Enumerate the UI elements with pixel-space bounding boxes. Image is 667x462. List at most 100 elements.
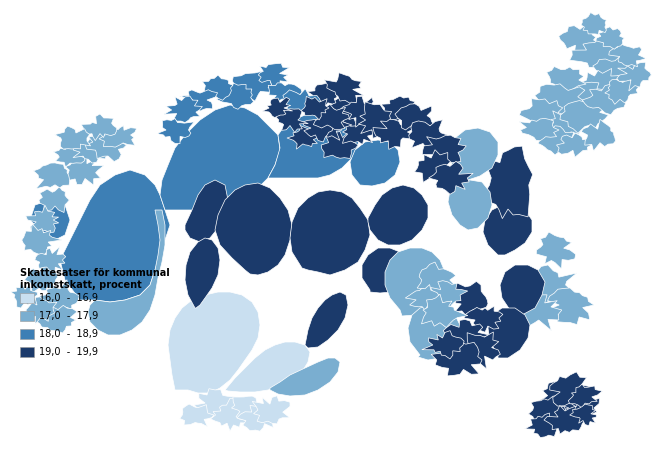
Polygon shape <box>60 170 170 302</box>
Polygon shape <box>215 183 292 275</box>
Polygon shape <box>431 340 482 376</box>
Polygon shape <box>217 83 253 109</box>
Polygon shape <box>232 72 275 101</box>
Polygon shape <box>88 210 165 335</box>
Polygon shape <box>276 109 308 132</box>
Polygon shape <box>237 403 279 431</box>
Polygon shape <box>510 295 562 331</box>
Polygon shape <box>287 126 321 149</box>
Polygon shape <box>73 135 109 163</box>
Bar <box>20 329 34 339</box>
Polygon shape <box>617 62 651 91</box>
Polygon shape <box>570 37 627 74</box>
Polygon shape <box>528 395 566 424</box>
Polygon shape <box>559 24 600 55</box>
Polygon shape <box>381 96 416 122</box>
Polygon shape <box>373 119 417 149</box>
Polygon shape <box>500 265 545 315</box>
Polygon shape <box>460 332 500 369</box>
Polygon shape <box>581 12 606 34</box>
Polygon shape <box>518 265 577 307</box>
Polygon shape <box>550 372 595 407</box>
Polygon shape <box>556 133 592 157</box>
Polygon shape <box>194 389 235 417</box>
Polygon shape <box>11 281 37 308</box>
Polygon shape <box>26 205 59 233</box>
Polygon shape <box>55 126 91 149</box>
Polygon shape <box>290 190 370 275</box>
Polygon shape <box>368 185 428 245</box>
Polygon shape <box>560 98 608 133</box>
Polygon shape <box>270 358 340 396</box>
Polygon shape <box>321 130 358 158</box>
Polygon shape <box>340 96 383 127</box>
Polygon shape <box>452 281 488 315</box>
Polygon shape <box>535 84 585 121</box>
Polygon shape <box>37 280 79 316</box>
Polygon shape <box>225 342 310 392</box>
Polygon shape <box>34 305 77 333</box>
Polygon shape <box>569 68 622 103</box>
Polygon shape <box>409 120 451 150</box>
Polygon shape <box>22 224 62 255</box>
Polygon shape <box>342 118 374 145</box>
Polygon shape <box>164 96 202 122</box>
Polygon shape <box>362 248 408 293</box>
Text: inkomstskatt, procent: inkomstskatt, procent <box>20 280 142 290</box>
Polygon shape <box>422 294 468 328</box>
Polygon shape <box>85 131 127 162</box>
Polygon shape <box>570 404 596 426</box>
Polygon shape <box>268 83 302 103</box>
Polygon shape <box>210 398 251 431</box>
Polygon shape <box>483 146 533 219</box>
Text: 16,0  -  16,9: 16,0 - 16,9 <box>39 293 98 303</box>
Polygon shape <box>30 200 70 240</box>
Polygon shape <box>185 238 220 308</box>
Bar <box>20 311 34 321</box>
Polygon shape <box>422 135 466 164</box>
Polygon shape <box>301 97 329 120</box>
Polygon shape <box>519 118 559 141</box>
Polygon shape <box>547 67 586 97</box>
Polygon shape <box>395 104 434 132</box>
Bar <box>20 293 34 303</box>
Polygon shape <box>609 42 646 67</box>
Polygon shape <box>305 292 348 348</box>
Polygon shape <box>324 73 364 104</box>
Polygon shape <box>547 78 611 116</box>
Polygon shape <box>444 319 490 353</box>
Polygon shape <box>553 392 600 425</box>
Polygon shape <box>488 308 530 358</box>
Polygon shape <box>483 205 532 255</box>
Polygon shape <box>179 404 214 427</box>
Polygon shape <box>525 413 560 438</box>
Polygon shape <box>596 27 624 49</box>
Polygon shape <box>258 63 289 86</box>
Polygon shape <box>581 119 616 151</box>
Polygon shape <box>81 114 117 140</box>
Polygon shape <box>414 150 461 182</box>
Polygon shape <box>450 128 498 180</box>
Polygon shape <box>53 145 85 167</box>
Polygon shape <box>160 105 280 210</box>
Polygon shape <box>33 163 69 189</box>
Polygon shape <box>568 384 602 408</box>
Polygon shape <box>431 280 468 311</box>
Text: Skattesatser för kommunal: Skattesatser för kommunal <box>20 268 169 278</box>
Bar <box>20 347 34 357</box>
Polygon shape <box>231 396 264 422</box>
Polygon shape <box>532 126 574 155</box>
Polygon shape <box>544 405 586 434</box>
Polygon shape <box>65 154 103 185</box>
Polygon shape <box>535 381 582 414</box>
Polygon shape <box>22 297 57 324</box>
Polygon shape <box>422 331 464 359</box>
Polygon shape <box>313 104 350 129</box>
Polygon shape <box>448 180 492 230</box>
Polygon shape <box>252 396 290 424</box>
Polygon shape <box>157 119 194 144</box>
Polygon shape <box>605 79 639 104</box>
Polygon shape <box>539 111 588 137</box>
Polygon shape <box>593 55 636 83</box>
Text: 17,0  -  17,9: 17,0 - 17,9 <box>39 311 98 321</box>
